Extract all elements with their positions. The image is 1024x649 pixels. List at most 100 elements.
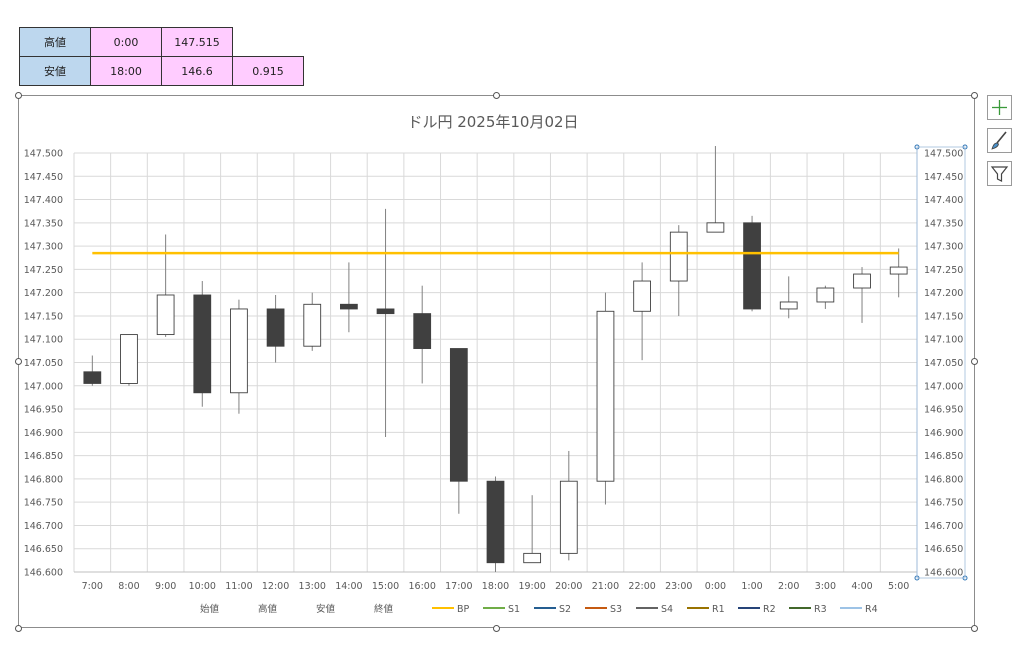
summary-row-low: 安値 18:00 146.6 0.915 xyxy=(19,56,304,86)
x-tick-label: 15:00 xyxy=(372,581,399,592)
y-tick-label-left: 146.650 xyxy=(24,544,63,555)
y-tick-label-right: 146.850 xyxy=(924,451,963,462)
chart-title: ドル円 2025年10月02日 xyxy=(407,113,578,131)
resize-handle-bottom-left[interactable] xyxy=(15,625,22,632)
x-tick-label: 2:00 xyxy=(778,581,799,592)
y-tick-label-left: 146.900 xyxy=(24,428,63,439)
y-tick-label-left: 147.100 xyxy=(24,335,63,346)
candle-body-up xyxy=(706,222,725,233)
y-tick-label-right: 147.500 xyxy=(924,149,963,160)
x-tick-label: 14:00 xyxy=(335,581,362,592)
y-tick-label-left: 147.350 xyxy=(24,218,63,229)
y-tick-label-left: 146.750 xyxy=(24,498,63,509)
y-tick-label-left: 146.950 xyxy=(24,405,63,416)
candle-body-up xyxy=(120,334,138,384)
secondary-axis-selection-box xyxy=(916,146,966,579)
candle-body-down xyxy=(340,303,358,310)
y-tick-label-left: 147.250 xyxy=(24,265,63,276)
y-tick-label-right: 147.300 xyxy=(924,242,963,253)
summary-label[interactable]: 高値 xyxy=(19,27,91,57)
y-tick-label-left: 146.800 xyxy=(24,474,63,485)
y-tick-label-right: 146.900 xyxy=(924,428,963,439)
summary-value[interactable]: 146.6 xyxy=(161,56,233,86)
y-tick-label-left: 146.850 xyxy=(24,451,63,462)
y-tick-label-left: 147.500 xyxy=(24,149,63,160)
y-tick-label-left: 147.150 xyxy=(24,311,63,322)
legend-label: S1 xyxy=(508,604,520,615)
legend-label: BP xyxy=(457,604,470,615)
x-tick-label: 5:00 xyxy=(888,581,909,592)
y-tick-label-left: 146.600 xyxy=(24,568,63,579)
x-tick-label: 20:00 xyxy=(555,581,582,592)
candle-body-up xyxy=(596,310,615,482)
candle-body-up xyxy=(669,231,688,282)
x-tick-label: 8:00 xyxy=(118,581,139,592)
x-tick-label: 21:00 xyxy=(592,581,619,592)
candle-body-down xyxy=(376,308,395,315)
candle-body-down xyxy=(413,313,432,349)
candle-body-down xyxy=(449,348,468,482)
resize-handle-right[interactable] xyxy=(971,358,978,365)
summary-table: 高値 0:00 147.515 安値 18:00 146.6 0.915 xyxy=(19,27,304,86)
legend-label: R4 xyxy=(865,604,878,615)
resize-handle-top[interactable] xyxy=(493,92,500,99)
filter-icon xyxy=(990,166,1009,182)
x-tick-label: 3:00 xyxy=(815,581,836,592)
y-tick-label-right: 147.000 xyxy=(924,381,963,392)
candle-body-up xyxy=(633,280,651,312)
x-tick-label: 16:00 xyxy=(409,581,436,592)
y-tick-label-right: 147.150 xyxy=(924,311,963,322)
chart-filters-button[interactable] xyxy=(987,161,1012,186)
x-tick-label: 13:00 xyxy=(299,581,326,592)
x-tick-label: 7:00 xyxy=(82,581,103,592)
legend-label: S3 xyxy=(610,604,622,615)
legend-label: 安値 xyxy=(316,603,336,615)
chart-elements-button[interactable] xyxy=(987,95,1012,120)
y-tick-label-left: 147.400 xyxy=(24,195,63,206)
y-tick-label-left: 147.450 xyxy=(24,172,63,183)
x-tick-label: 22:00 xyxy=(628,581,655,592)
summary-range[interactable]: 0.915 xyxy=(232,56,304,86)
candle-body-down xyxy=(83,371,102,384)
y-tick-label-right: 147.100 xyxy=(924,335,963,346)
y-tick-label-left: 146.700 xyxy=(24,521,63,532)
y-tick-label-right: 146.750 xyxy=(924,498,963,509)
resize-handle-bottom-right[interactable] xyxy=(971,625,978,632)
resize-handle-bottom[interactable] xyxy=(493,625,500,632)
y-tick-label-right: 146.800 xyxy=(924,474,963,485)
x-tick-label: 17:00 xyxy=(445,581,472,592)
candle-body-up xyxy=(230,308,248,394)
summary-row-high: 高値 0:00 147.515 xyxy=(19,27,304,57)
legend-label: 高値 xyxy=(258,603,278,615)
y-tick-label-right: 146.950 xyxy=(924,405,963,416)
resize-handle-top-left[interactable] xyxy=(15,92,22,99)
candle-body-down xyxy=(743,222,761,310)
y-tick-label-right: 147.200 xyxy=(924,288,963,299)
resize-handle-left[interactable] xyxy=(15,358,22,365)
y-tick-label-left: 147.300 xyxy=(24,242,63,253)
candle-body-up xyxy=(303,303,322,347)
y-tick-label-left: 147.050 xyxy=(24,358,63,369)
candle-body-up xyxy=(889,266,908,275)
candle-body-up xyxy=(816,287,835,303)
resize-handle-top-right[interactable] xyxy=(971,92,978,99)
x-tick-label: 10:00 xyxy=(189,581,216,592)
legend-label: R3 xyxy=(814,604,827,615)
y-tick-label-left: 147.000 xyxy=(24,381,63,392)
legend-label: R2 xyxy=(763,604,776,615)
chart-styles-button[interactable] xyxy=(987,128,1012,153)
candle-body-down xyxy=(193,294,212,394)
summary-time[interactable]: 18:00 xyxy=(90,56,162,86)
x-tick-label: 4:00 xyxy=(851,581,872,592)
y-tick-label-right: 146.700 xyxy=(924,521,963,532)
y-tick-label-right: 147.350 xyxy=(924,218,963,229)
x-tick-label: 1:00 xyxy=(741,581,762,592)
legend-label: S4 xyxy=(661,604,673,615)
x-tick-label: 0:00 xyxy=(705,581,726,592)
legend-label: S2 xyxy=(559,604,571,615)
x-tick-label: 9:00 xyxy=(155,581,176,592)
x-tick-label: 12:00 xyxy=(262,581,289,592)
y-tick-label-right: 147.400 xyxy=(924,195,963,206)
candle-body-up xyxy=(779,301,798,310)
